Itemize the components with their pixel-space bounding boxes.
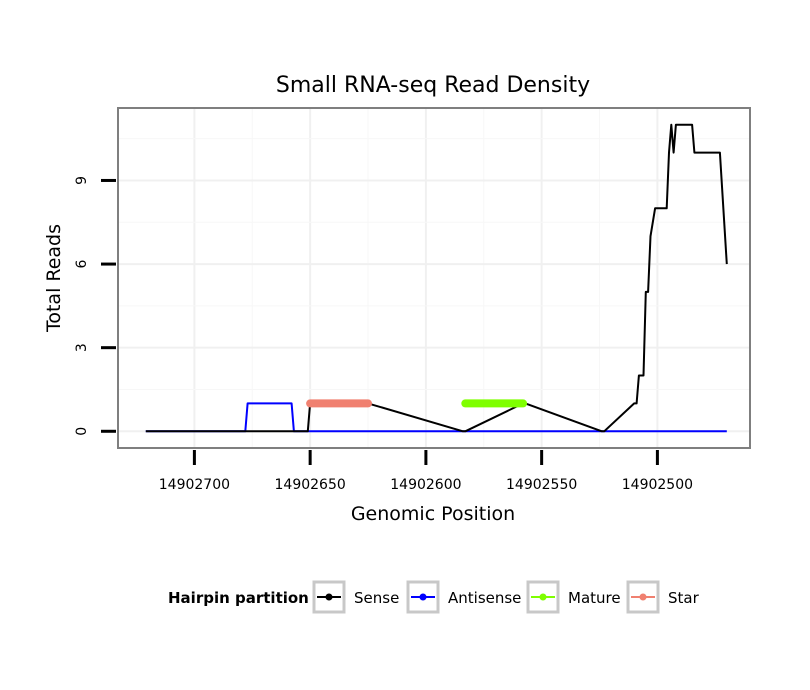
y-axis-title: Total Reads <box>43 224 65 333</box>
y-tick-label: 3 <box>74 343 90 352</box>
chart-title: Small RNA-seq Read Density <box>276 73 590 98</box>
legend-item-mature: Mature <box>526 580 621 614</box>
y-tick-label: 0 <box>74 427 90 436</box>
legend-item-sense: Sense <box>312 580 399 614</box>
series-layer <box>145 123 728 433</box>
legend-key-point <box>325 593 333 601</box>
x-tick-label: 14902600 <box>390 477 461 493</box>
legend-label: Mature <box>568 589 621 607</box>
plot-panel <box>118 108 750 448</box>
legend-title: Hairpin partition <box>168 589 309 607</box>
legend-item-antisense: Antisense <box>406 580 521 614</box>
x-axis-title: Genomic Position <box>351 503 515 525</box>
legend-key-point <box>539 593 547 601</box>
series-line-sense <box>145 123 728 433</box>
legend-label: Sense <box>354 589 399 607</box>
y-tick-label: 9 <box>74 176 90 185</box>
legend: Hairpin partition Sense Antisense Mature St… <box>168 580 700 614</box>
legend-item-star: Star <box>626 580 700 614</box>
legend-key-point <box>419 593 427 601</box>
x-tick-label: 14902650 <box>275 477 346 493</box>
legend-label: Star <box>668 589 700 607</box>
x-tick-label: 14902500 <box>622 477 693 493</box>
y-tick-label: 6 <box>74 260 90 269</box>
x-tick-label: 14902550 <box>506 477 577 493</box>
legend-key-point <box>639 593 647 601</box>
legend-label: Antisense <box>448 589 521 607</box>
y-axis: 0 3 6 9 <box>74 176 116 436</box>
x-axis: 14902700 14902650 14902600 14902550 14902500 <box>159 450 693 493</box>
x-tick-label: 14902700 <box>159 477 230 493</box>
panel-border <box>117 107 751 449</box>
